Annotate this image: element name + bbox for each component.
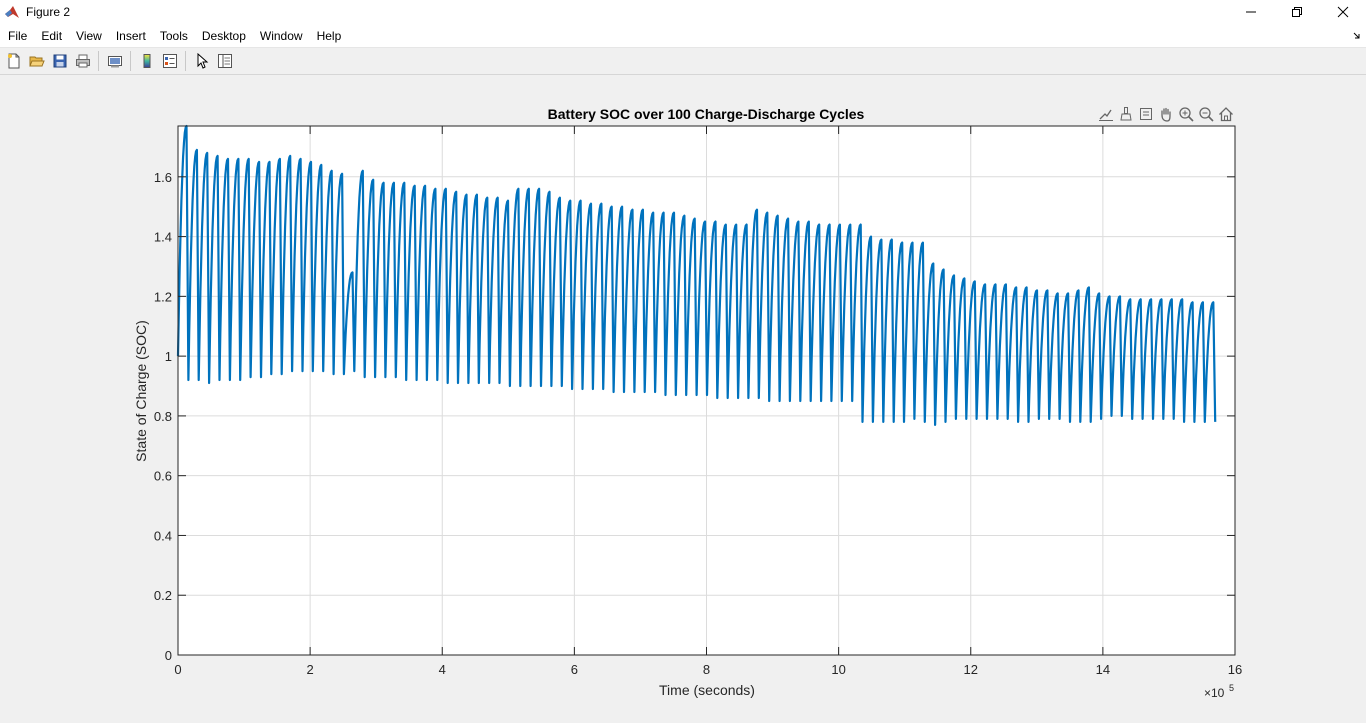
x-tick-label: 14 [1096, 662, 1110, 677]
x-tick-label: 4 [439, 662, 446, 677]
y-tick-label: 1 [165, 349, 172, 364]
menu-desktop[interactable]: Desktop [201, 28, 246, 43]
y-tick-label: 1.4 [154, 230, 172, 245]
colorbar-icon [143, 54, 150, 68]
toolbar-separator [130, 51, 131, 71]
plot-svg: 0 2 4 6 8 10 12 14 16 0 0.2 0.4 0.6 0.8 1 1.2 1.4 1.6 Ba… [133, 106, 1242, 700]
legend-button[interactable] [160, 51, 180, 71]
figure-toolbar [0, 48, 1366, 75]
save-icon [53, 54, 66, 68]
menu-help[interactable]: Help [316, 28, 342, 43]
close-button[interactable] [1320, 0, 1366, 24]
menu-tools[interactable]: Tools [159, 28, 188, 43]
menu-edit[interactable]: Edit [41, 28, 63, 43]
title-bar: Figure 2 [0, 0, 1366, 24]
home-icon [1219, 107, 1233, 122]
menu-view[interactable]: View [76, 28, 102, 43]
menu-window[interactable]: Window [259, 28, 303, 43]
x-axis-label: Time (seconds) [659, 682, 755, 698]
x-tick-label: 0 [174, 662, 181, 677]
restore-icon [1292, 7, 1302, 17]
dock-arrow-icon[interactable] [1353, 32, 1361, 40]
x-tick-label: 10 [831, 662, 845, 677]
y-tick-label: 0.6 [154, 469, 172, 484]
x-exponent-base: ×10 [1204, 686, 1225, 700]
soc-series-line [176, 124, 1217, 426]
link-plot-icon [107, 56, 122, 68]
x-tick-label: 12 [964, 662, 978, 677]
chart-title: Battery SOC over 100 Charge-Discharge Cy… [548, 106, 865, 122]
save-button[interactable] [50, 51, 70, 71]
toolbar-separator [98, 51, 99, 71]
toolbar-separator [185, 51, 186, 71]
print-icon [75, 54, 90, 68]
zoom-out-icon [1199, 107, 1214, 122]
axes-toolbar [1096, 104, 1236, 124]
datatip-icon [1140, 108, 1152, 120]
x-tick-labels: 0 2 4 6 8 10 12 14 16 [174, 662, 1242, 677]
menu-bar: File Edit View Insert Tools Desktop Wind… [0, 24, 1366, 48]
matlab-logo-icon [5, 6, 19, 18]
brush-button[interactable] [1116, 104, 1136, 124]
tick-marks [177, 126, 1236, 656]
figure-canvas: 0 2 4 6 8 10 12 14 16 0 0.2 0.4 0.6 0.8 1 1.2 1.4 1.6 Ba… [0, 75, 1366, 723]
window-controls [1228, 0, 1366, 24]
zoom-out-button[interactable] [1196, 104, 1216, 124]
x-tick-label: 8 [703, 662, 710, 677]
y-tick-label: 0.4 [154, 528, 172, 543]
export-icon [1099, 109, 1113, 121]
legend-icon [162, 54, 177, 68]
pointer-icon [197, 53, 208, 69]
export-button[interactable] [1096, 104, 1116, 124]
x-exponent-power: 5 [1229, 683, 1234, 693]
zoom-in-button[interactable] [1176, 104, 1196, 124]
open-file-button[interactable] [27, 51, 47, 71]
y-tick-labels: 0 0.2 0.4 0.6 0.8 1 1.2 1.4 1.6 [154, 170, 172, 663]
zoom-in-icon [1179, 107, 1194, 122]
y-axis-label: State of Charge (SOC) [133, 320, 149, 462]
x-tick-label: 2 [307, 662, 314, 677]
colorbar-button[interactable] [137, 51, 157, 71]
restore-button[interactable] [1274, 0, 1320, 24]
window-title: Figure 2 [26, 5, 71, 19]
y-tick-label: 0 [165, 648, 172, 663]
y-tick-label: 1.6 [154, 170, 172, 185]
close-icon [1337, 6, 1349, 18]
y-tick-label: 0.8 [154, 409, 172, 424]
brush-icon [1120, 107, 1132, 121]
datatip-button[interactable] [1136, 104, 1156, 124]
x-tick-label: 6 [571, 662, 578, 677]
minimize-icon [1246, 11, 1256, 13]
edit-plot-button[interactable] [192, 51, 212, 71]
pan-button[interactable] [1156, 104, 1176, 124]
pan-icon [1161, 107, 1171, 122]
home-button[interactable] [1216, 104, 1236, 124]
property-inspector-button[interactable] [215, 51, 235, 71]
y-tick-label: 0.2 [154, 588, 172, 603]
menu-insert[interactable]: Insert [115, 28, 146, 43]
link-plot-button[interactable] [105, 51, 125, 71]
minimize-button[interactable] [1228, 0, 1274, 24]
menu-file[interactable]: File [8, 28, 28, 43]
open-file-icon [28, 56, 45, 67]
x-tick-label: 16 [1228, 662, 1242, 677]
y-tick-label: 1.2 [154, 289, 172, 304]
print-button[interactable] [73, 51, 93, 71]
new-figure-button[interactable] [4, 51, 24, 71]
new-figure-icon [7, 53, 19, 69]
property-inspector-icon [217, 54, 232, 68]
